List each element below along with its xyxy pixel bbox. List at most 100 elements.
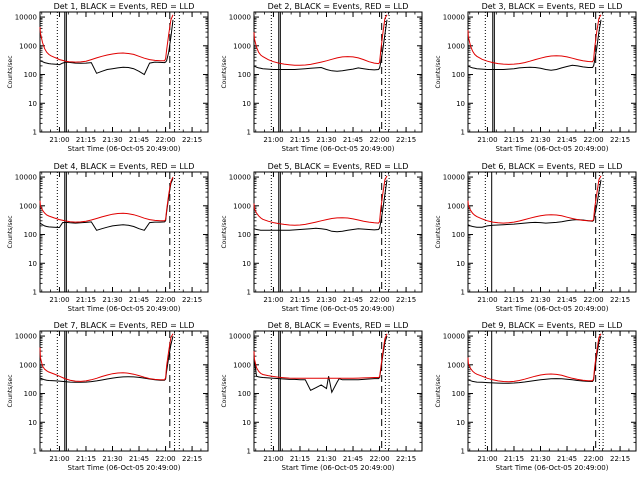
lld-series-line	[39, 333, 174, 382]
y-tick-label: 100	[24, 231, 37, 239]
y-tick-label: 1000	[19, 202, 37, 210]
plot-frame	[467, 11, 637, 133]
x-tick-label: 21:00	[49, 136, 69, 144]
y-tick-label: 1	[33, 129, 37, 137]
y-tick-label: 10000	[15, 333, 37, 341]
x-tick-label: 21:00	[49, 296, 69, 304]
panel-title: Det 8, BLACK = Events, RED = LLD	[268, 321, 409, 330]
x-tick-label: 21:45	[557, 455, 577, 463]
y-tick-label: 1000	[19, 42, 37, 50]
detector-panel-2: Det 2, BLACK = Events, RED = LLD Counts/s…	[221, 2, 423, 153]
x-tick-label: 22:00	[155, 296, 175, 304]
x-tick-label: 22:00	[155, 136, 175, 144]
y-tick-label: 10000	[15, 174, 37, 182]
x-tick-label: 21:30	[102, 296, 122, 304]
lld-series-line	[253, 333, 388, 379]
x-axis-label: Start Time (06-Oct-05 20:49:00)	[68, 305, 181, 313]
x-tick-label: 21:15	[76, 455, 96, 463]
x-tick-label: 21:45	[343, 455, 363, 463]
lld-series-line	[467, 175, 602, 224]
y-tick-label: 10000	[443, 333, 465, 341]
lld-series-line	[467, 333, 602, 383]
x-tick-label: 21:30	[530, 136, 550, 144]
detector-panel-4: Det 4, BLACK = Events, RED = LLD Counts/s…	[7, 162, 209, 313]
y-axis-label: Counts/sec	[7, 215, 14, 248]
x-tick-label: 21:30	[102, 136, 122, 144]
x-tick-label: 21:15	[504, 296, 524, 304]
plot-frame	[39, 171, 209, 293]
x-tick-label: 22:00	[155, 455, 175, 463]
y-tick-label: 1000	[447, 42, 465, 50]
x-tick-label: 22:15	[610, 296, 630, 304]
events-series-line	[467, 19, 602, 71]
x-tick-label: 21:30	[316, 296, 336, 304]
events-series-line	[39, 19, 174, 76]
x-tick-label: 21:00	[263, 455, 283, 463]
y-tick-label: 1	[247, 448, 251, 456]
x-tick-label: 22:00	[369, 296, 389, 304]
x-tick-label: 21:30	[102, 455, 122, 463]
x-axis-label: Start Time (06-Oct-05 20:49:00)	[282, 145, 395, 153]
panel-title: Det 3, BLACK = Events, RED = LLD	[482, 2, 623, 11]
x-tick-label: 21:45	[129, 136, 149, 144]
y-tick-label: 100	[24, 71, 37, 79]
x-tick-label: 21:00	[477, 136, 497, 144]
y-tick-label: 10	[242, 419, 251, 427]
y-tick-label: 10000	[229, 333, 251, 341]
y-tick-label: 100	[24, 390, 37, 398]
lld-series-line	[253, 14, 388, 66]
y-tick-label: 1000	[447, 361, 465, 369]
y-tick-label: 1	[461, 129, 465, 137]
x-tick-label: 21:30	[530, 296, 550, 304]
y-tick-label: 10000	[443, 174, 465, 182]
x-tick-label: 21:00	[49, 455, 69, 463]
x-tick-label: 22:15	[182, 455, 202, 463]
detector-panel-5: Det 5, BLACK = Events, RED = LLD Counts/s…	[221, 162, 423, 313]
panel-title: Det 6, BLACK = Events, RED = LLD	[482, 162, 623, 171]
panel-title: Det 2, BLACK = Events, RED = LLD	[268, 2, 409, 11]
y-tick-label: 1	[247, 129, 251, 137]
plot-frame	[39, 11, 209, 133]
detector-panel-6: Det 6, BLACK = Events, RED = LLD Counts/s…	[435, 162, 637, 313]
y-tick-label: 1000	[447, 202, 465, 210]
x-tick-label: 21:45	[557, 296, 577, 304]
y-tick-label: 10000	[229, 174, 251, 182]
x-tick-label: 21:00	[477, 296, 497, 304]
x-tick-label: 21:45	[129, 296, 149, 304]
y-axis-label: Counts/sec	[221, 374, 228, 407]
x-tick-label: 21:45	[557, 136, 577, 144]
y-tick-label: 1000	[233, 42, 251, 50]
detector-panel-9: Det 9, BLACK = Events, RED = LLD Counts/s…	[435, 321, 637, 472]
x-tick-label: 22:15	[182, 136, 202, 144]
panel-title: Det 4, BLACK = Events, RED = LLD	[54, 162, 195, 171]
x-tick-label: 21:15	[290, 136, 310, 144]
y-axis-label: Counts/sec	[221, 55, 228, 88]
y-tick-label: 10	[28, 100, 37, 108]
events-series-line	[253, 19, 388, 72]
y-tick-label: 10	[456, 100, 465, 108]
y-tick-label: 100	[238, 71, 251, 79]
x-tick-label: 21:45	[343, 136, 363, 144]
y-tick-label: 1	[247, 289, 251, 297]
y-tick-label: 1000	[19, 361, 37, 369]
x-axis-label: Start Time (06-Oct-05 20:49:00)	[68, 145, 181, 153]
x-tick-label: 21:45	[343, 296, 363, 304]
detector-panel-8: Det 8, BLACK = Events, RED = LLD Counts/s…	[221, 321, 423, 472]
y-axis-label: Counts/sec	[7, 55, 14, 88]
plot-frame	[39, 330, 209, 452]
y-axis-label: Counts/sec	[435, 55, 442, 88]
plot-frame	[253, 11, 423, 133]
x-tick-label: 22:15	[610, 136, 630, 144]
x-tick-label: 21:15	[76, 136, 96, 144]
plot-frame	[253, 330, 423, 452]
x-tick-label: 21:15	[290, 296, 310, 304]
x-tick-label: 21:30	[316, 455, 336, 463]
plot-frame	[467, 330, 637, 452]
x-axis-label: Start Time (06-Oct-05 20:49:00)	[282, 464, 395, 472]
y-tick-label: 10	[28, 260, 37, 268]
panel-title: Det 5, BLACK = Events, RED = LLD	[268, 162, 409, 171]
x-axis-label: Start Time (06-Oct-05 20:49:00)	[68, 464, 181, 472]
plot-frame	[253, 171, 423, 293]
y-tick-label: 1	[33, 448, 37, 456]
